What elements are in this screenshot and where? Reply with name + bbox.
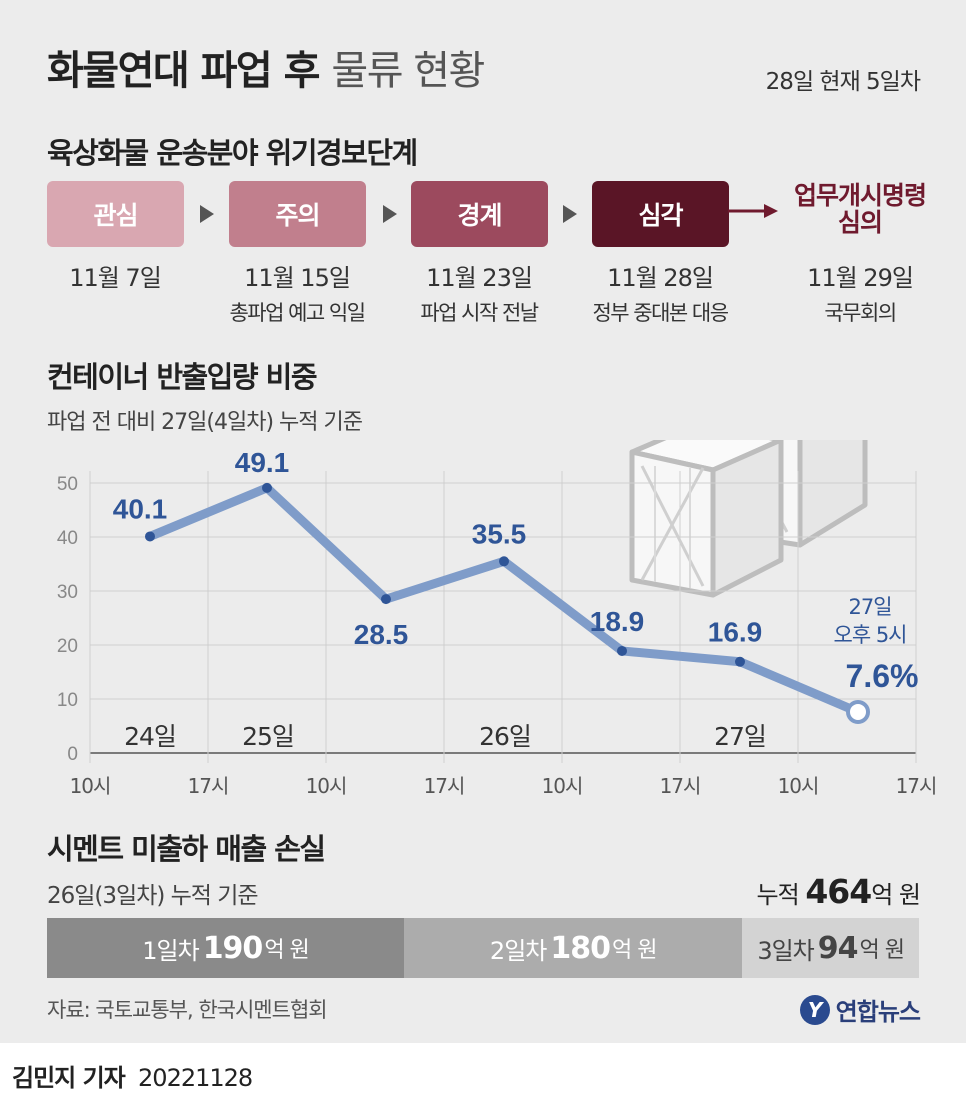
final-label-line2: 심의 [837, 208, 883, 237]
day-label: 24일 [124, 722, 176, 751]
data-label: 16.9 [708, 617, 763, 648]
segment-day: 3일차 [757, 936, 814, 965]
total-value: 464 [805, 872, 872, 911]
container-section-subtitle: 파업 전 대비 27일(4일차) 누적 기준 [47, 410, 363, 435]
stage-box-gyeonggye: 경계 [411, 181, 548, 247]
day-labels: 24일 25일 26일 27일 [124, 722, 767, 751]
stage-box-juui: 주의 [229, 181, 366, 247]
total-prefix: 누적 [756, 881, 800, 909]
x-tick-label: 17시 [424, 774, 465, 798]
long-arrow-icon [728, 204, 778, 218]
data-point [381, 594, 391, 605]
segment-value: 190 [202, 930, 264, 966]
stage-date: 11월 15일 [244, 264, 351, 292]
cement-total: 누적 464억 원 [757, 872, 921, 911]
stage-label: 심각 [638, 201, 683, 230]
final-stage-label: 업무개시명령 심의 [775, 182, 945, 236]
final-label-line1: 업무개시명령 [793, 181, 927, 210]
y-tick-label: 40 [57, 528, 78, 549]
segment-value: 180 [550, 930, 611, 966]
stage-note: 국무회의 [824, 301, 897, 325]
y-tick-label: 0 [67, 744, 78, 765]
chart-grid: 0 10 20 30 40 50 10시 17시 10시 17시 10시 17시 10시 17시 [57, 471, 937, 798]
segment-day: 2일차 [489, 936, 547, 965]
container-section-title: 컨테이너 반출입량 비중 [47, 360, 318, 394]
data-point [617, 645, 627, 656]
x-tick-label: 10시 [306, 774, 347, 798]
data-point [499, 556, 509, 567]
title-rest: 물류 현황 [331, 48, 485, 94]
y-tick-label: 10 [57, 690, 78, 711]
x-tick-label: 17시 [188, 774, 229, 798]
data-point [262, 482, 272, 493]
arrow-right-icon [563, 205, 577, 223]
x-tick-label: 10시 [70, 774, 111, 798]
cement-section-subtitle: 26일(3일차) 누적 기준 [47, 883, 259, 909]
yonhap-logo: Y 연합뉴스 [799, 992, 921, 1027]
day-label: 27일 [714, 722, 766, 751]
y-tick-label: 50 [57, 474, 78, 495]
infographic-card: 화물연대 파업 후 물류 현황 28일 현재 5일차 육상화물 운송분야 위기경… [0, 0, 966, 1043]
last-point-note: 27일 [848, 595, 891, 619]
alert-section-title: 육상화물 운송분야 위기경보단계 [47, 136, 418, 170]
stage-date: 11월 7일 [69, 264, 162, 292]
segment-unit: 억 원 [859, 938, 905, 963]
data-label: 40.1 [113, 493, 168, 524]
reporter-name: 김민지 기자 [12, 1064, 126, 1092]
stage-date: 11월 29일 [807, 264, 914, 292]
page-title: 화물연대 파업 후 물류 현황 [47, 38, 485, 96]
stage-label: 경계 [457, 201, 502, 230]
yonhap-logo-icon: Y [799, 994, 830, 1025]
data-label: 18.9 [590, 606, 645, 637]
stage-box-gwansim: 관심 [47, 181, 184, 247]
stage-date: 11월 28일 [607, 264, 714, 292]
arrow-right-icon [383, 205, 397, 223]
data-point-last [846, 699, 870, 724]
data-point [145, 531, 155, 542]
data-label-last: 7.6% [846, 658, 919, 694]
stage-note: 정부 중대본 대응 [592, 301, 729, 325]
y-tick-label: 30 [57, 582, 78, 603]
cement-bar-segment: 1일차 190 억 원 [47, 918, 405, 978]
logo-text: 연합뉴스 [835, 998, 921, 1026]
data-label: 35.5 [472, 518, 527, 549]
data-label: 49.1 [235, 447, 290, 478]
byline: 김민지 기자 20221128 [12, 1058, 253, 1093]
data-point [735, 656, 745, 667]
cement-section-title: 시멘트 미출하 매출 손실 [47, 832, 326, 866]
stage-box-simgak: 심각 [592, 181, 729, 247]
segment-unit: 억 원 [611, 938, 657, 963]
stage-note: 총파업 예고 익일 [229, 301, 366, 325]
arrow-right-icon [200, 205, 214, 223]
last-point-note: 오후 5시 [834, 623, 907, 647]
day-label: 25일 [242, 722, 294, 751]
x-tick-label: 10시 [542, 774, 583, 798]
stage-note: 파업 시작 전날 [420, 301, 539, 325]
cement-bar-segment: 2일차 180 억 원 [404, 918, 743, 978]
chart-series [145, 482, 870, 724]
stage-label: 주의 [275, 201, 320, 230]
x-tick-label: 10시 [778, 774, 819, 798]
source-note: 자료: 국토교통부, 한국시멘트협회 [47, 998, 328, 1022]
stage-date: 11월 23일 [426, 264, 533, 292]
y-tick-label: 20 [57, 636, 78, 657]
total-unit: 억 원 [871, 881, 921, 909]
crate-icon [629, 440, 784, 598]
segment-value: 94 [817, 930, 859, 966]
x-tick-label: 17시 [660, 774, 701, 798]
x-tick-label: 17시 [896, 774, 937, 798]
segment-unit: 억 원 [264, 938, 309, 963]
byline-date: 20221128 [138, 1064, 253, 1092]
title-bold: 화물연대 파업 후 [47, 48, 320, 94]
stage-label: 관심 [93, 201, 138, 230]
status-note: 28일 현재 5일차 [765, 69, 921, 95]
day-label: 26일 [479, 722, 531, 751]
segment-day: 1일차 [142, 936, 199, 965]
cement-bar-segment: 3일차 94 억 원 [742, 918, 919, 978]
data-label: 28.5 [354, 619, 409, 650]
